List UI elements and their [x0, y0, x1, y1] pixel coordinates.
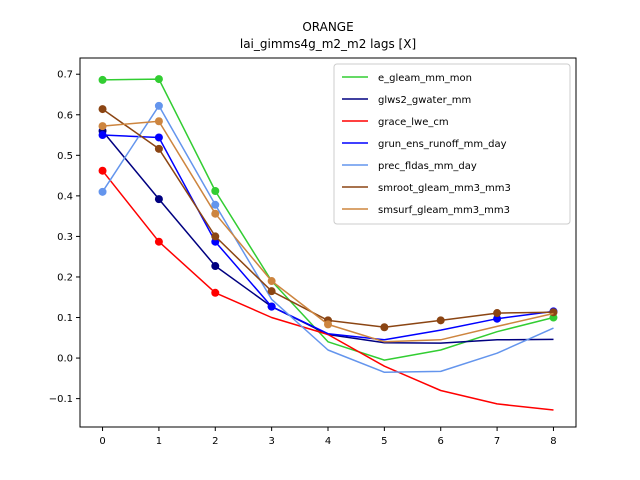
y-tick-label: 0.6	[57, 110, 73, 121]
data-point	[267, 287, 276, 296]
x-axis: 0 1 2 3 4 5 6 7 8	[99, 427, 557, 447]
legend-label: e_gleam_mm_mon	[378, 73, 472, 84]
data-point	[98, 105, 107, 114]
data-point	[154, 75, 163, 84]
y-tick-label: 0.7	[57, 70, 73, 81]
data-point	[154, 237, 163, 246]
data-point	[211, 262, 220, 271]
y-tick-label: 0.2	[57, 272, 73, 283]
series-smsurf_gleam_mm3_mm3	[98, 117, 554, 343]
y-tick-label: 0.3	[57, 232, 73, 243]
data-point	[98, 187, 107, 196]
legend-label: prec_fldas_mm_day	[378, 161, 477, 172]
series-line	[101, 170, 554, 411]
legend-label: grun_ens_runoff_mm_day	[378, 139, 507, 150]
data-point	[436, 316, 445, 325]
data-point	[154, 133, 163, 142]
y-tick-label: −0.1	[49, 394, 73, 405]
legend-item: grace_lwe_cm	[342, 117, 449, 128]
y-tick-label: 0.1	[57, 313, 73, 324]
data-point	[549, 308, 558, 317]
y-tick-label: 0.5	[57, 151, 73, 162]
data-point	[154, 117, 163, 126]
legend-item: glws2_gwater_mm	[342, 95, 471, 106]
data-point	[211, 187, 220, 196]
x-tick-label: 8	[550, 436, 556, 447]
data-point	[267, 302, 276, 311]
y-tick-label: 0.0	[57, 354, 73, 365]
series-grace_lwe_cm	[98, 166, 554, 411]
data-point	[98, 122, 107, 131]
data-point	[211, 209, 220, 218]
data-point	[154, 144, 163, 153]
data-point	[211, 232, 220, 241]
data-point	[324, 320, 332, 329]
y-tick-label: 0.4	[57, 191, 73, 202]
x-tick-label: 7	[494, 436, 500, 447]
series-line	[101, 105, 554, 374]
legend: e_gleam_mm_mon glws2_gwater_mm grace_lwe_c…	[333, 63, 571, 225]
data-point	[211, 288, 220, 297]
x-tick-label: 2	[212, 436, 218, 447]
data-point	[98, 131, 107, 140]
data-point	[211, 200, 220, 209]
data-point	[267, 277, 276, 286]
x-tick-label: 4	[325, 436, 331, 447]
chart-subtitle: lai_gimms4g_m2_m2 lags [X]	[240, 37, 416, 51]
data-point	[380, 323, 389, 332]
legend-box	[333, 63, 571, 225]
x-tick-label: 3	[268, 436, 274, 447]
legend-item: e_gleam_mm_mon	[342, 73, 472, 84]
y-axis: −0.1 0.0 0.1 0.2 0.3 0.4 0.5 0.6 0.7	[49, 70, 80, 405]
legend-label: glws2_gwater_mm	[378, 95, 471, 106]
legend-item: smsurf_gleam_mm3_mm3	[342, 205, 510, 216]
data-point	[98, 166, 107, 175]
series-line	[102, 78, 554, 361]
series-e_gleam_mm_mon	[98, 75, 558, 361]
series-line	[102, 134, 554, 341]
legend-item: smroot_gleam_mm3_mm3	[342, 183, 511, 194]
data-point	[493, 309, 502, 318]
x-tick-label: 5	[381, 436, 387, 447]
series-prec_fldas_mm_day	[98, 101, 554, 374]
legend-label: grace_lwe_cm	[378, 117, 449, 128]
series-smroot_gleam_mm3_mm3	[98, 105, 558, 332]
data-point	[154, 101, 163, 110]
data-point	[98, 75, 107, 84]
legend-item: grun_ens_runoff_mm_day	[342, 139, 507, 150]
series-layer	[98, 75, 558, 411]
chart-title: ORANGE	[302, 20, 353, 34]
data-point	[493, 314, 502, 323]
x-tick-label: 6	[438, 436, 444, 447]
legend-label: smsurf_gleam_mm3_mm3	[378, 205, 510, 216]
x-tick-label: 1	[156, 436, 162, 447]
legend-item: prec_fldas_mm_day	[342, 161, 477, 172]
legend-label: smroot_gleam_mm3_mm3	[378, 183, 511, 194]
x-tick-label: 0	[99, 436, 105, 447]
data-point	[154, 195, 163, 204]
